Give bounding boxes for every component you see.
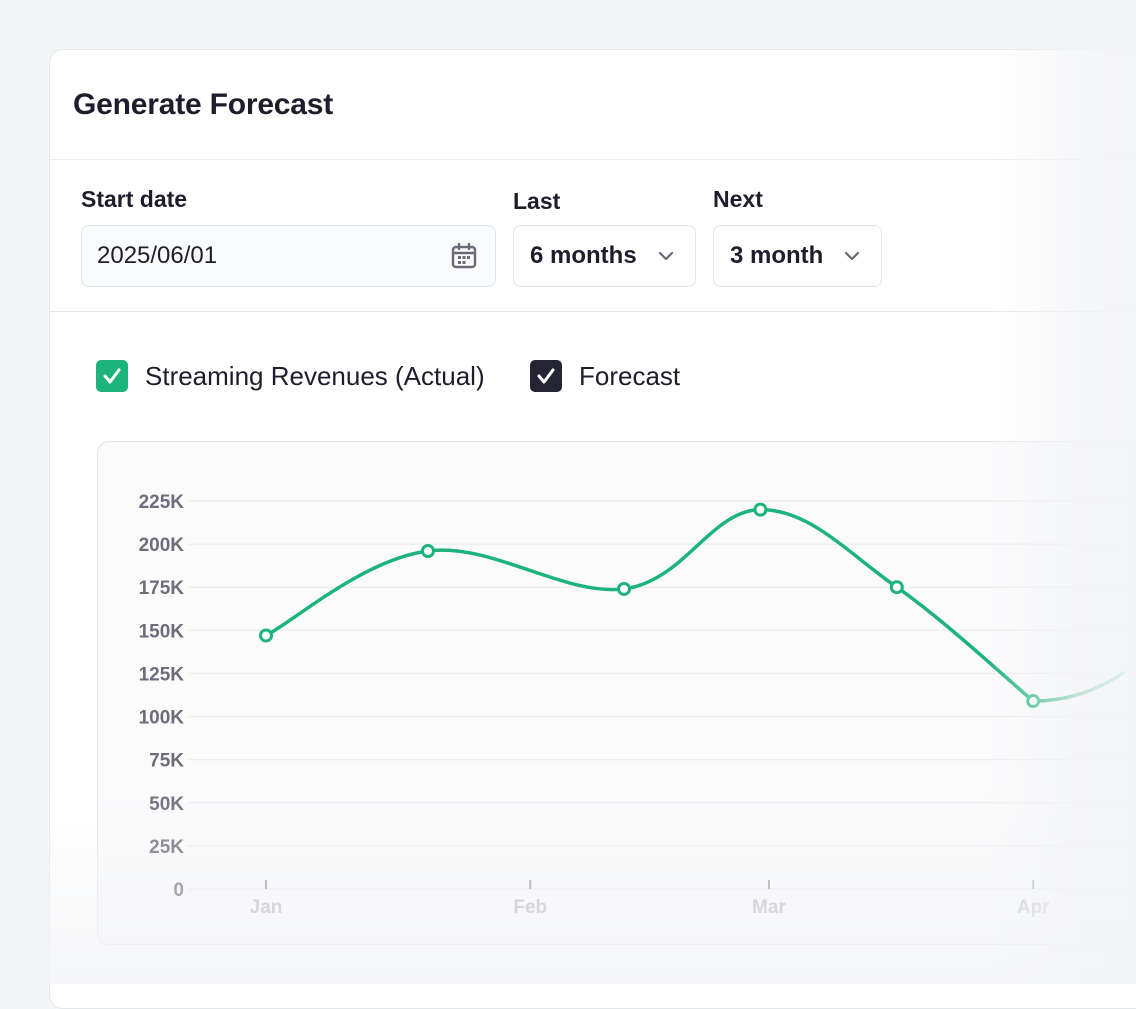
y-tick-label: 225K <box>139 492 185 513</box>
card-header: Generate Forecast <box>50 50 1136 160</box>
legend-label-forecast: Forecast <box>579 361 680 392</box>
y-tick-label: 175K <box>139 578 185 599</box>
legend-item-forecast[interactable]: Forecast <box>530 360 680 392</box>
data-point <box>619 583 630 594</box>
next-period-select[interactable]: 3 month <box>713 225 882 287</box>
x-tick-label: Jan <box>250 897 283 918</box>
page-title: Generate Forecast <box>73 88 333 122</box>
start-date-label: Start date <box>81 186 187 213</box>
y-tick-label: 25K <box>149 837 184 858</box>
y-tick-label: 200K <box>139 535 185 556</box>
last-period-field: Last <box>513 188 560 215</box>
data-point <box>422 546 433 557</box>
last-period-label: Last <box>513 188 560 215</box>
x-tick-label: Feb <box>513 897 547 918</box>
y-tick-label: 75K <box>149 751 184 772</box>
y-tick-label: 0 <box>173 880 184 901</box>
legend-label-actual: Streaming Revenues (Actual) <box>145 361 485 392</box>
y-tick-label: 50K <box>149 794 184 815</box>
revenue-chart: 0 25K 50K 75K 100K 125K 150K 175K 200K 225K Jan Feb… <box>97 441 1136 945</box>
data-point <box>261 630 272 641</box>
line-chart: 0 25K 50K 75K 100K 125K 150K 175K 200K 225K Jan Feb… <box>98 442 1136 945</box>
series-line <box>266 510 1123 701</box>
next-period-label: Next <box>713 186 763 213</box>
start-date-input[interactable]: 2025/06/01 <box>81 225 496 287</box>
y-tick-label: 150K <box>139 621 185 642</box>
x-tick-label: Apr <box>1017 897 1050 918</box>
y-tick-label: 100K <box>139 708 185 729</box>
data-point <box>1028 696 1039 707</box>
chevron-down-icon <box>843 247 861 265</box>
actual-checkbox[interactable] <box>96 360 128 392</box>
y-tick-label: 125K <box>139 664 185 685</box>
last-period-value: 6 months <box>530 242 637 270</box>
checkmark-icon <box>101 365 123 387</box>
forecast-controls: Start date 2025/06/01 Last 6 months <box>50 160 1136 312</box>
legend-item-actual[interactable]: Streaming Revenues (Actual) <box>96 360 485 392</box>
chevron-down-icon <box>657 247 675 265</box>
checkmark-icon <box>535 365 557 387</box>
next-period-value: 3 month <box>730 242 823 270</box>
calendar-icon[interactable] <box>451 243 477 269</box>
next-period-field: Next <box>713 186 763 213</box>
forecast-card: Generate Forecast Start date 2025/06/01 … <box>49 49 1136 1009</box>
data-point <box>891 582 902 593</box>
forecast-checkbox[interactable] <box>530 360 562 392</box>
start-date-value: 2025/06/01 <box>97 242 217 270</box>
data-point <box>755 504 766 515</box>
start-date-field: Start date <box>81 186 187 213</box>
x-tick-label: Mar <box>752 897 786 918</box>
last-period-select[interactable]: 6 months <box>513 225 696 287</box>
